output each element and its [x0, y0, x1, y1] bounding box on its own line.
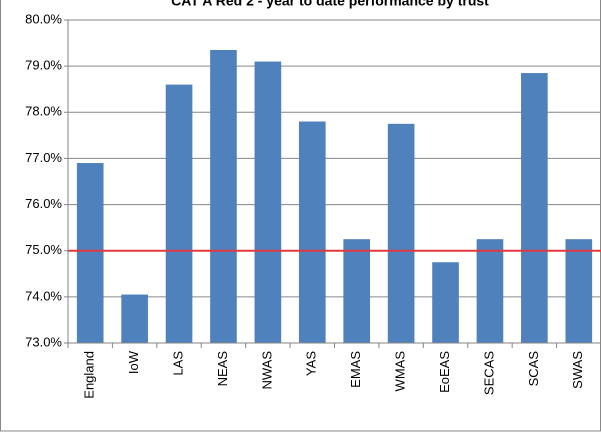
- x-tick-label: YAS: [304, 351, 319, 376]
- bar: [165, 84, 193, 343]
- bar: [476, 239, 504, 343]
- bar: [432, 262, 459, 343]
- x-tick-label: LAS: [170, 351, 185, 376]
- y-tick-label: 78.0%: [25, 104, 62, 119]
- x-tick-label: EoEAS: [437, 351, 452, 393]
- chart-title: CAT A Red 2 - year to date performance b…: [171, 0, 489, 9]
- y-tick-label: 76.0%: [25, 196, 62, 211]
- x-tick-label: NWAS: [259, 351, 274, 390]
- y-tick-label: 73.0%: [25, 334, 62, 349]
- x-tick-label: SCAS: [526, 351, 541, 387]
- bar: [521, 73, 548, 344]
- y-tick-label: 80.0%: [25, 11, 62, 26]
- bar: [565, 239, 593, 343]
- x-tick-label: England: [82, 351, 97, 399]
- bar: [387, 123, 415, 343]
- y-tick-label: 77.0%: [25, 150, 62, 165]
- y-tick-label: 74.0%: [25, 288, 62, 303]
- x-tick-label: WMAS: [393, 351, 408, 392]
- bar: [210, 49, 237, 343]
- x-tick-label: EMAS: [348, 351, 363, 388]
- bar: [343, 239, 371, 343]
- y-tick-label: 75.0%: [25, 242, 62, 257]
- bar: [254, 61, 282, 344]
- bar: [298, 121, 326, 343]
- x-tick-label: NEAS: [215, 351, 230, 387]
- x-tick-label: SWAS: [570, 351, 585, 389]
- bar: [121, 294, 148, 343]
- x-tick-label: IoW: [126, 350, 141, 374]
- x-tick-label: SECAS: [481, 351, 496, 395]
- bar: [76, 163, 104, 343]
- y-tick-label: 79.0%: [25, 58, 62, 73]
